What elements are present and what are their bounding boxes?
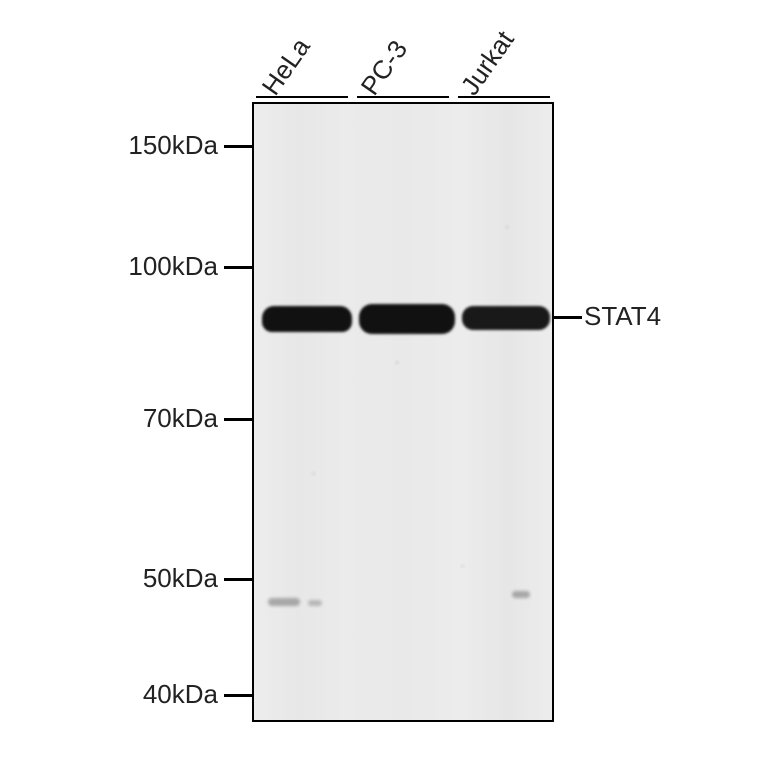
western-blot-figure: HeLa PC-3 Jurkat 150kDa 100kDa 70kDa 50k…	[0, 0, 764, 764]
blot-frame	[252, 102, 554, 722]
lane-rule-pc3	[357, 96, 449, 98]
marker-label-50: 50kDa	[118, 563, 218, 594]
marker-tick-50	[224, 578, 252, 581]
marker-tick-40	[224, 694, 252, 697]
faint-band-hela-2	[308, 600, 322, 606]
band-tick-stat4	[554, 316, 582, 319]
faint-band-jurkat	[512, 591, 530, 598]
band-label-stat4: STAT4	[584, 301, 661, 332]
lane-label-hela: HeLa	[256, 32, 317, 101]
marker-tick-100	[224, 266, 252, 269]
membrane-noise	[254, 104, 552, 720]
marker-label-70: 70kDa	[118, 403, 218, 434]
band-jurkat-stat4	[462, 306, 550, 330]
marker-label-150: 150kDa	[118, 130, 218, 161]
band-pc3-stat4	[359, 304, 455, 334]
marker-tick-150	[224, 145, 252, 148]
faint-band-hela	[268, 598, 300, 606]
lane-label-jurkat: Jurkat	[455, 25, 521, 101]
marker-tick-70	[224, 418, 252, 421]
lane-label-pc3: PC-3	[355, 35, 414, 101]
band-hela-stat4	[262, 306, 352, 332]
lane-rule-jurkat	[458, 96, 550, 98]
marker-label-100: 100kDa	[118, 251, 218, 282]
lane-rule-hela	[256, 96, 348, 98]
marker-label-40: 40kDa	[118, 679, 218, 710]
